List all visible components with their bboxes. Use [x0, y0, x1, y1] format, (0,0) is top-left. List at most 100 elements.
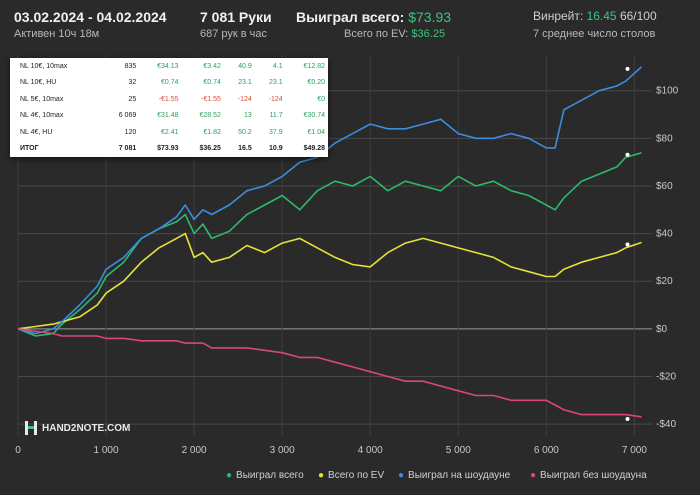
series-end-marker — [625, 242, 630, 247]
hand2note-logo: HAND2NOTE.COM — [24, 420, 130, 436]
cell-ev: €0.74 — [203, 79, 221, 87]
cell-ev: €1.82 — [203, 128, 221, 136]
ev-total-value: $36.25 — [411, 28, 446, 40]
hands-per-hour: 687 рук в час — [200, 28, 268, 40]
cell-won: $73.93 — [157, 145, 179, 153]
winrate-label: Винрейт: — [533, 9, 584, 23]
cell-won: €34.13 — [157, 62, 179, 70]
table-row: NL 10€, 10max 835 €34.13 €3.42 40.9 4.1 €12.82 — [10, 58, 328, 75]
hands-count: 7 081 Руки — [200, 9, 272, 25]
cell-won: €0.74 — [161, 79, 179, 87]
won-total: Выиграл всего: $73.93 — [296, 9, 451, 25]
legend-label: Выиграл на шоудауне — [408, 470, 511, 481]
x-tick-label: 1 000 — [94, 445, 119, 456]
cell-won: €2.41 — [161, 128, 179, 136]
series-end-marker — [625, 152, 630, 157]
ev-total: Всего по EV: $36.25 — [344, 28, 445, 40]
cell-hands: 120 — [124, 128, 137, 136]
won-total-label: Выиграл всего: — [296, 9, 405, 25]
legend-label: Выиграл без шоудауна — [540, 470, 647, 481]
cell-ev: -€1.55 — [201, 95, 221, 103]
cell-hands: 835 — [124, 62, 137, 70]
legend-item-ev[interactable]: ● Всего по EV — [318, 470, 384, 481]
stats-table: NL 10€, 10max 835 €34.13 €3.42 40.9 4.1 €12.82… — [10, 58, 328, 157]
cell-evbb: 37.9 — [269, 128, 283, 136]
x-tick-label: 4 000 — [358, 445, 383, 456]
legend-dot-icon: ● — [530, 470, 537, 481]
date-range: 03.02.2024 - 04.02.2024 — [14, 9, 167, 25]
table-row: NL 10€, HU 32 €0.74 €0.74 23.1 23.1 €0.20 — [10, 75, 328, 92]
cell-bb: 23.1 — [238, 79, 252, 87]
y-tick-label: $40 — [656, 229, 673, 240]
cell-bb: 16.5 — [238, 145, 252, 153]
legend-item-showdown[interactable]: ● Выиграл на шоудауне — [398, 470, 510, 481]
cell-ev: €28.52 — [199, 112, 221, 120]
cell-evbb: 10.9 — [269, 145, 283, 153]
cell-bb: 40.9 — [238, 62, 252, 70]
series-end-marker — [625, 66, 630, 71]
cell-sd: $49.28 — [303, 145, 325, 153]
cell-hands: 25 — [128, 95, 137, 103]
avg-tables: 7 среднее число столов — [533, 28, 656, 40]
cell-sd: €0 — [317, 95, 325, 103]
legend-dot-icon: ● — [318, 470, 325, 481]
x-tick-label: 7 000 — [622, 445, 647, 456]
cell-hands: 6 069 — [118, 112, 137, 120]
cell-won: -€1.55 — [158, 95, 179, 103]
x-axis: 0 1 000 2 000 3 000 4 000 5 000 6 000 7 000 — [15, 445, 647, 456]
cell-bb: 13 — [243, 112, 252, 120]
cell-evbb: 23.1 — [269, 79, 283, 87]
winrate-rest: 66/100 — [619, 9, 657, 23]
y-tick-label: -$40 — [656, 419, 676, 430]
cell-sd: €12.82 — [303, 62, 325, 70]
y-tick-label: $60 — [656, 181, 673, 192]
won-total-value: $73.93 — [408, 9, 452, 25]
cell-won: €31.48 — [157, 112, 179, 120]
cell-name: ИТОГ — [20, 145, 39, 153]
legend-label: Выиграл всего — [236, 470, 304, 481]
cell-name: NL 10€, 10max — [20, 62, 68, 70]
cell-name: NL 4€, 10max — [20, 112, 64, 120]
hand2note-logo-icon — [25, 421, 37, 435]
x-tick-label: 5 000 — [446, 445, 471, 456]
cell-evbb: 4.1 — [272, 62, 283, 70]
series-line-1 — [17, 232, 642, 330]
cell-sd: €30.74 — [303, 112, 325, 120]
table-row: NL 5€, 10max 25 -€1.55 -€1.55 -124 -124 €0 — [10, 91, 328, 108]
y-tick-label: -$20 — [656, 371, 676, 382]
active-time: Активен 10ч 18м — [14, 28, 100, 40]
cell-hands: 7 081 — [118, 145, 137, 153]
series-line-2 — [17, 66, 643, 335]
y-tick-label: $100 — [656, 86, 679, 97]
cell-bb: 50.2 — [238, 128, 252, 136]
cell-hands: 32 — [128, 79, 137, 87]
x-tick-label: 0 — [15, 445, 21, 456]
cell-sd: €1.04 — [307, 128, 325, 136]
y-tick-label: $0 — [656, 324, 668, 335]
hand2note-logo-text: HAND2NOTE.COM — [42, 422, 131, 434]
series-end-marker — [625, 416, 630, 421]
cell-name: NL 5€, 10max — [20, 95, 64, 103]
legend-label: Всего по EV — [328, 470, 385, 481]
y-tick-label: $80 — [656, 133, 673, 144]
legend-item-won[interactable]: ● Выиграл всего — [226, 470, 304, 481]
legend-dot-icon: ● — [398, 470, 405, 481]
x-tick-label: 6 000 — [534, 445, 559, 456]
y-axis: -$40 -$20 $0 $20 $40 $60 $80 $100 — [656, 86, 679, 430]
series-line-3 — [17, 328, 642, 418]
cell-ev: $36.25 — [199, 145, 221, 153]
series-group — [17, 66, 643, 421]
x-tick-label: 3 000 — [270, 445, 295, 456]
winrate-value: 16.45 — [586, 9, 617, 23]
cell-name: NL 4€, HU — [20, 128, 53, 136]
ev-total-label: Всего по EV: — [344, 28, 409, 40]
legend-item-no-showdown[interactable]: ● Выиграл без шоудауна — [530, 470, 647, 481]
legend-dot-icon: ● — [226, 470, 233, 481]
cell-name: NL 10€, HU — [20, 79, 57, 87]
winrate: Винрейт: 16.45 66/100 — [533, 9, 657, 23]
table-row: NL 4€, HU 120 €2.41 €1.82 50.2 37.9 €1.04 — [10, 124, 328, 141]
cell-sd: €0.20 — [307, 79, 325, 87]
y-tick-label: $20 — [656, 276, 673, 287]
cell-evbb: -124 — [268, 95, 283, 103]
